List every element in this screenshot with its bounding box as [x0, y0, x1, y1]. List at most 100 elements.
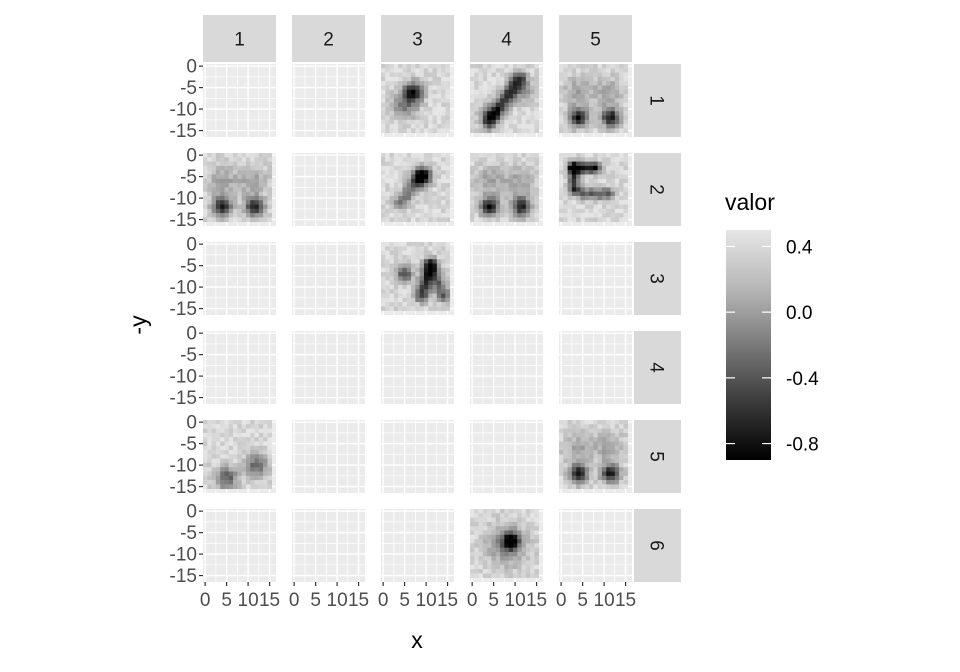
heatmap-cell: [441, 250, 446, 256]
heatmap-cell: [415, 76, 420, 82]
heatmap-cell: [614, 161, 620, 167]
heatmap-cell: [436, 242, 442, 247]
heatmap-cell: [482, 161, 488, 167]
heatmap-cell: [571, 441, 577, 447]
heatmap-cell: [491, 195, 497, 201]
heatmap-cell: [393, 170, 399, 175]
heatmap-cell: [220, 204, 225, 210]
heatmap-cell: [576, 445, 581, 451]
heatmap-cell: [267, 432, 273, 438]
heatmap-cell: [428, 276, 433, 281]
heatmap-cell: [508, 543, 514, 548]
heatmap-cell: [606, 191, 611, 197]
x-tick-label: 0: [467, 590, 478, 611]
heatmap-cell: [423, 115, 429, 121]
heatmap-cell: [441, 263, 446, 269]
heatmap-cell: [423, 106, 429, 112]
panel-background: [470, 420, 543, 493]
heatmap-cell: [393, 204, 399, 210]
heatmap-cell: [224, 437, 230, 442]
row-strip-label: 6: [646, 540, 667, 551]
heatmap-cell: [224, 450, 230, 455]
heatmap-cell: [482, 560, 488, 566]
facet-panel: [470, 153, 543, 226]
heatmap-cell: [487, 200, 492, 205]
heatmap-cell: [567, 471, 573, 477]
heatmap-cell: [470, 534, 475, 540]
heatmap-cell: [445, 89, 451, 95]
heatmap-cell: [263, 183, 268, 188]
heatmap-cell: [584, 437, 590, 442]
heatmap-cell: [571, 94, 577, 99]
heatmap-cell: [207, 432, 212, 438]
heatmap-cell: [571, 475, 577, 481]
heatmap-cell: [559, 484, 564, 490]
heatmap-cell: [393, 85, 399, 91]
heatmap-cell: [567, 475, 573, 481]
heatmap-cell: [580, 124, 586, 129]
heatmap-cell: [428, 217, 433, 223]
heatmap-cell: [584, 484, 590, 490]
heatmap-cell: [436, 76, 442, 82]
heatmap-cell: [224, 432, 230, 438]
heatmap-cell: [478, 204, 484, 210]
heatmap-cell: [500, 539, 505, 544]
facet-panel: [470, 331, 543, 404]
heatmap-cell: [474, 208, 479, 214]
heatmap-cell: [258, 217, 264, 223]
heatmap-cell: [406, 191, 412, 197]
heatmap-cell: [606, 208, 611, 214]
heatmap-cell: [530, 89, 535, 95]
heatmap-cell: [589, 174, 594, 180]
heatmap-cell: [398, 106, 403, 112]
heatmap-cell: [250, 480, 255, 485]
heatmap-cell: [263, 213, 268, 218]
heatmap-cell: [534, 551, 540, 557]
heatmap-cell: [211, 183, 217, 188]
heatmap-cell: [478, 213, 484, 218]
heatmap-cell: [487, 183, 492, 188]
heatmap-cell: [211, 217, 217, 223]
heatmap-cell: [589, 72, 594, 78]
heatmap-cell: [601, 183, 607, 188]
heatmap-cell: [393, 153, 399, 158]
heatmap-cell: [563, 424, 568, 429]
heatmap-cell: [402, 284, 408, 290]
heatmap-cell: [525, 187, 531, 192]
heatmap-cell: [567, 102, 573, 108]
heatmap-cell: [478, 509, 484, 514]
heatmap-cell: [563, 161, 568, 167]
x-tick-label: 5: [399, 590, 410, 611]
heatmap-cell: [567, 94, 573, 99]
heatmap-cell: [411, 267, 416, 273]
heatmap-cell: [393, 94, 399, 99]
heatmap-cell: [406, 89, 412, 95]
heatmap-cell: [250, 217, 255, 223]
heatmap-cell: [619, 128, 624, 134]
heatmap-cell: [470, 183, 475, 188]
heatmap-cell: [504, 539, 509, 544]
heatmap-cell: [267, 424, 273, 429]
heatmap-cell: [521, 547, 527, 553]
heatmap-cell: [406, 124, 412, 129]
heatmap-cell: [258, 471, 264, 477]
heatmap-cell: [580, 115, 586, 121]
heatmap-cell: [402, 195, 408, 201]
column-strip-label: 2: [323, 30, 334, 51]
heatmap-cell: [436, 68, 442, 73]
heatmap-cell: [619, 484, 624, 490]
heatmap-cell: [215, 213, 221, 218]
heatmap-cell: [267, 450, 273, 455]
heatmap-cell: [576, 462, 581, 468]
heatmap-cell: [623, 94, 629, 99]
heatmap-cell: [389, 280, 395, 286]
heatmap-cell: [254, 170, 260, 175]
heatmap-cell: [402, 111, 408, 116]
heatmap-cell: [525, 106, 531, 112]
heatmap-cell: [559, 441, 564, 447]
heatmap-cell: [567, 106, 573, 112]
heatmap-cell: [478, 217, 484, 223]
heatmap-cell: [610, 94, 616, 99]
heatmap-cell: [445, 213, 451, 218]
heatmap-cell: [224, 157, 230, 162]
